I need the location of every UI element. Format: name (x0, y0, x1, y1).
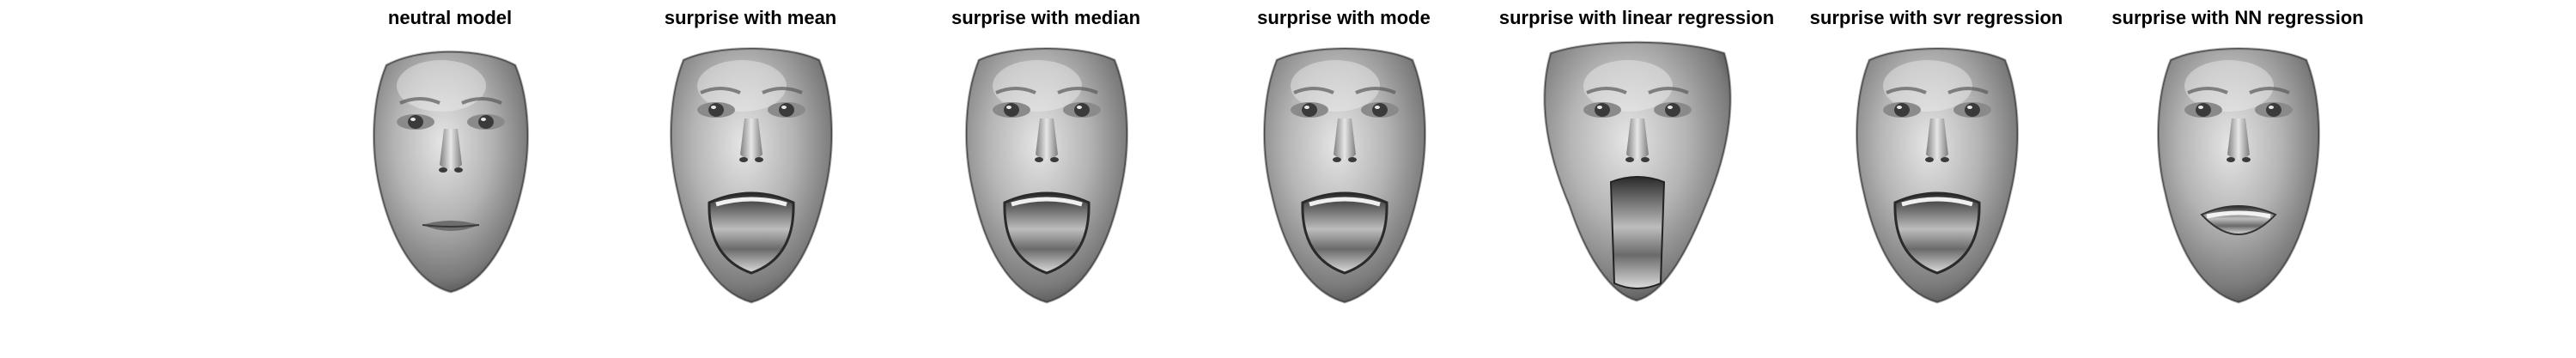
mouth (708, 191, 795, 275)
panel-title: surprise with mode (1257, 7, 1431, 28)
face-panel: surprise with median (900, 0, 1192, 358)
face-render (669, 47, 834, 304)
panel-title: surprise with median (951, 7, 1141, 28)
face-panel: surprise with mean (605, 0, 896, 358)
face-render (1543, 40, 1732, 302)
panel-title: surprise with linear regression (1498, 7, 1775, 28)
mouth (1301, 191, 1388, 275)
panel-title: surprise with NN regression (2111, 7, 2364, 28)
panel-title: neutral model (387, 7, 513, 28)
face-render (2156, 47, 2321, 304)
mouth (1893, 191, 1981, 275)
panel-title: surprise with svr regression (1809, 7, 2063, 28)
face-render (1855, 47, 2020, 304)
panel-title: surprise with mean (664, 7, 837, 28)
face-panel: surprise with svr regression (1790, 0, 2082, 358)
mouth (1609, 176, 1666, 289)
face-panel: surprise with NN regression (2092, 0, 2384, 358)
mouth (1003, 191, 1091, 275)
face-mesh (373, 51, 529, 293)
face-panel: surprise with linear regression (1491, 0, 1783, 358)
face-panel: neutral model (304, 0, 596, 358)
face-panel: surprise with mode (1198, 0, 1490, 358)
face-render (1262, 47, 1427, 304)
face-render (964, 47, 1129, 304)
face-render (372, 50, 530, 294)
